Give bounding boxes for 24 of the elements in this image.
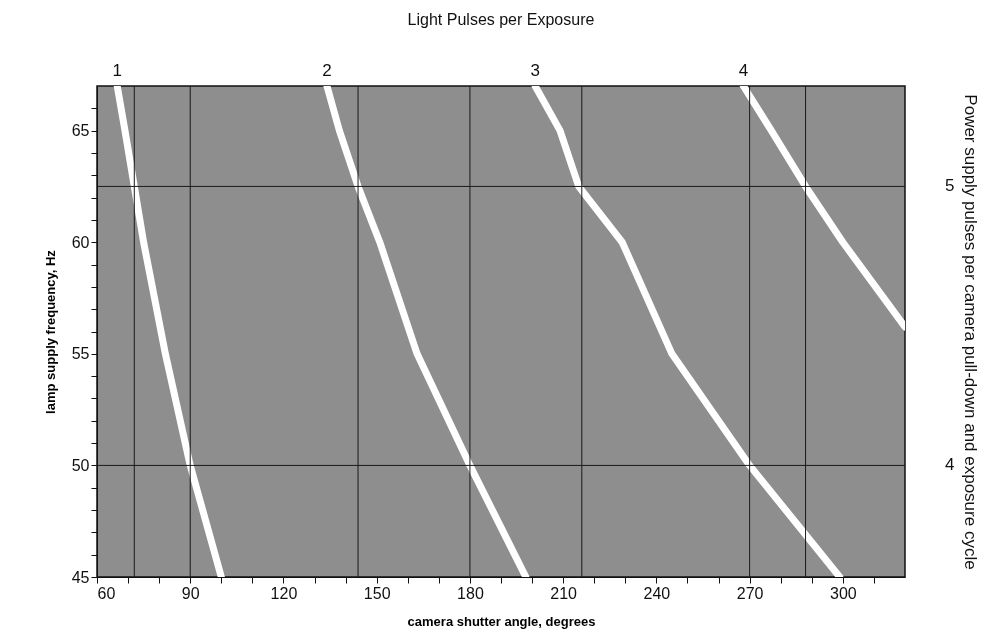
x-tick-label: 150 <box>363 584 391 602</box>
annotation: 5 <box>945 176 955 196</box>
x-axis-title: camera shutter angle, degrees <box>407 613 596 629</box>
x-tick-label: 60 <box>97 584 116 602</box>
annotation: 2 <box>322 61 332 80</box>
y-tick-label: 45 <box>71 568 90 586</box>
y-tick-label: 60 <box>71 233 90 251</box>
y-tick-label: 50 <box>71 456 90 474</box>
x-tick-label: 300 <box>829 584 857 602</box>
chart-title: Light Pulses per Exposure <box>407 11 595 28</box>
y-tick-label: 65 <box>71 122 90 140</box>
x-tick-label: 90 <box>181 584 200 602</box>
annotation: 4 <box>738 61 749 80</box>
x-tick-label: 120 <box>270 584 298 602</box>
annotation: 1 <box>112 61 122 80</box>
y-tick-label: 55 <box>71 345 90 363</box>
annotation: 3 <box>530 61 540 80</box>
x-tick-label: 270 <box>736 584 764 602</box>
x-tick-label: 210 <box>550 584 578 602</box>
y-axis-title: lamp supply frequency, Hz <box>42 249 58 414</box>
x-tick-label: 240 <box>643 584 671 602</box>
x-tick-label: 180 <box>457 584 484 602</box>
annotation: 4 <box>945 455 955 475</box>
y2-axis-title: Power supply pulses per camera pull-down and exposure cycle <box>960 94 980 570</box>
